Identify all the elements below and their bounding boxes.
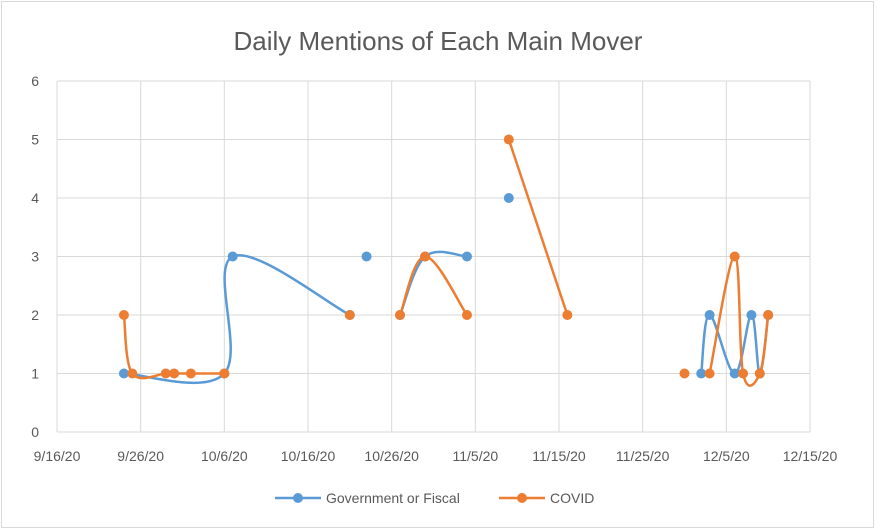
data-point <box>185 368 196 379</box>
y-tick-label: 1 <box>31 366 39 382</box>
data-point <box>127 368 138 379</box>
data-point <box>118 310 129 320</box>
series-line <box>708 255 770 387</box>
x-tick-label: 11/5/20 <box>452 448 498 464</box>
series-government-or-fiscal <box>118 193 774 385</box>
axis-labels: 0 1 2 3 4 5 6 9/16/20 9/26/20 10/6/20 10/16/20 10/2… <box>31 73 837 464</box>
grid-layer <box>56 80 811 433</box>
legend-marker <box>517 493 527 503</box>
series-covid <box>118 134 774 387</box>
legend: Government or Fiscal COVID <box>275 490 594 506</box>
data-point <box>679 368 690 379</box>
x-tick-label: 12/5/20 <box>703 448 750 464</box>
y-tick-label: 0 <box>31 424 39 440</box>
series-line <box>507 139 569 316</box>
chart-title: Daily Mentions of Each Main Mover <box>234 26 643 56</box>
legend-item: Government or Fiscal <box>275 490 460 506</box>
y-tick-label: 6 <box>31 73 39 89</box>
data-point <box>118 368 129 379</box>
data-point <box>704 310 715 320</box>
x-tick-label: 10/16/20 <box>281 448 336 464</box>
data-point <box>395 310 406 320</box>
data-point <box>696 368 707 379</box>
data-point <box>344 310 355 320</box>
y-tick-label: 4 <box>31 190 39 206</box>
data-point <box>169 368 180 379</box>
data-point <box>704 368 715 379</box>
data-point <box>763 310 774 320</box>
x-tick-label: 10/26/20 <box>364 448 419 464</box>
data-point <box>562 310 573 320</box>
data-point <box>361 251 372 262</box>
data-point <box>754 368 765 379</box>
data-point <box>420 251 431 262</box>
x-tick-label: 10/6/20 <box>201 448 248 464</box>
data-point <box>227 251 238 262</box>
data-point <box>160 368 171 379</box>
legend-marker <box>293 493 303 503</box>
x-tick-label: 11/15/20 <box>532 448 586 464</box>
data-point <box>461 310 472 320</box>
y-tick-label: 2 <box>31 307 39 323</box>
x-tick-label: 9/16/20 <box>34 448 81 464</box>
x-tick-label: 12/15/20 <box>783 448 838 464</box>
data-point <box>219 368 230 379</box>
x-tick-label: 9/26/20 <box>117 448 164 464</box>
data-point <box>729 251 740 262</box>
legend-item: COVID <box>499 490 594 506</box>
data-point <box>738 368 749 379</box>
data-point <box>746 310 757 320</box>
data-point <box>503 193 514 203</box>
x-tick-label: 11/25/20 <box>616 448 670 464</box>
data-point <box>503 134 514 145</box>
legend-label: COVID <box>550 490 594 506</box>
y-tick-label: 5 <box>31 132 39 148</box>
series-line <box>123 254 351 385</box>
data-point <box>461 251 472 262</box>
legend-label: Government or Fiscal <box>326 490 460 506</box>
series-layer <box>118 134 774 387</box>
y-tick-label: 3 <box>31 249 39 265</box>
data-point <box>729 368 740 379</box>
